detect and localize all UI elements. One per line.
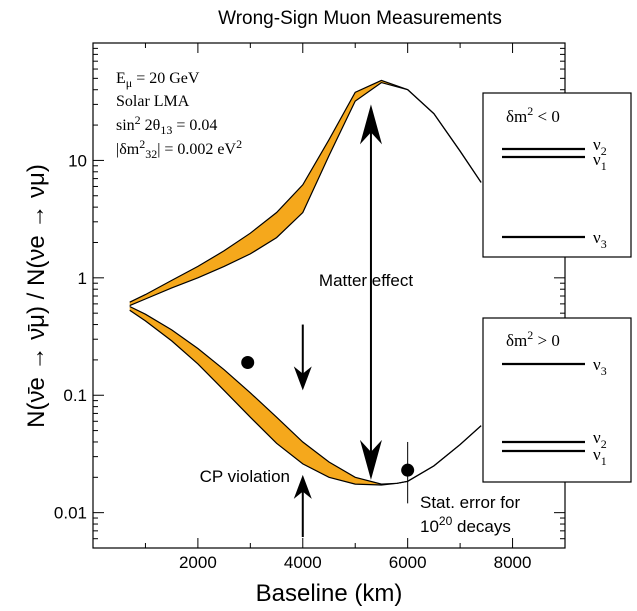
- param-theta13: sin2 2θ13 = 0.04: [116, 113, 217, 137]
- parameter-block: Eμ = 20 GeV Solar LMA sin2 2θ13 = 0.04 |…: [116, 70, 242, 161]
- inset-positive-label-nu2: ν2: [593, 428, 607, 451]
- inset-positive-title: δm2 > 0: [506, 328, 560, 350]
- param-dm32: |δm232| = 0.002 eV2: [116, 137, 242, 161]
- inset-negative-label-nu1: ν1: [593, 150, 607, 173]
- x-axis-label: Baseline (km): [256, 580, 403, 607]
- y-tick-label: 0.01: [54, 504, 87, 523]
- inset-positive-label-nu3: ν3: [593, 355, 607, 378]
- y-tick-label: 0.1: [63, 386, 87, 405]
- x-tick-label: 8000: [494, 553, 532, 572]
- param-energy: Eμ = 20 GeV: [116, 70, 200, 90]
- chart-title: Wrong-Sign Muon Measurements: [218, 8, 502, 29]
- upper-band-fill: [129, 80, 482, 306]
- inset-positive-label-nu1: ν1: [593, 445, 607, 468]
- cp-arrow-up-head: [293, 474, 312, 499]
- inset-negative-title: δm2 < 0: [506, 104, 560, 126]
- x-tick-label: 4000: [284, 553, 322, 572]
- cp-arrow-down-head: [293, 366, 312, 391]
- cp-violation-label: CP violation: [200, 467, 290, 486]
- inset-negative-label-nu2: ν2: [593, 135, 607, 158]
- inset-negative-label-nu3: ν3: [593, 228, 607, 251]
- x-tick-label: 2000: [179, 553, 217, 572]
- stat-error-label-line1: Stat. error for: [420, 493, 520, 512]
- inset-negative-box: [482, 92, 632, 258]
- plot-frame: [92, 42, 566, 549]
- inset-positive-box: [482, 317, 632, 483]
- y-axis-label: N(ν̄e → ν̄μ) / N(νe → νμ): [23, 164, 50, 428]
- data-point-2: [401, 463, 415, 477]
- inset-positive-hierarchy: δm2 > 0 ν3 ν2 ν1: [482, 317, 632, 483]
- upper-band-edge-2: [129, 81, 482, 307]
- lower-band-edge-2: [129, 309, 482, 486]
- matter-effect-arrow: [359, 104, 382, 480]
- x-tick-label: 6000: [389, 553, 427, 572]
- lower-band-fill: [129, 306, 482, 485]
- matter-effect-label: Matter effect: [319, 271, 413, 290]
- cp-violation-arrows: [293, 324, 312, 538]
- inset-negative-hierarchy: δm2 < 0 ν2 ν1 ν3: [482, 92, 632, 258]
- matter-arrow-head-up: [359, 104, 382, 145]
- oscillation-bands: [129, 79, 482, 486]
- stat-error-label-line2: 1020 decays: [420, 514, 511, 536]
- y-tick-label: 1: [78, 269, 87, 288]
- axis-ticks: 2000 4000 6000 8000 0.01 0.1 1 10: [54, 43, 566, 572]
- matter-arrow-head-down: [359, 439, 382, 480]
- param-solar: Solar LMA: [116, 93, 190, 110]
- data-points: [241, 356, 415, 504]
- data-point-1: [241, 356, 255, 370]
- y-tick-label: 10: [68, 151, 87, 170]
